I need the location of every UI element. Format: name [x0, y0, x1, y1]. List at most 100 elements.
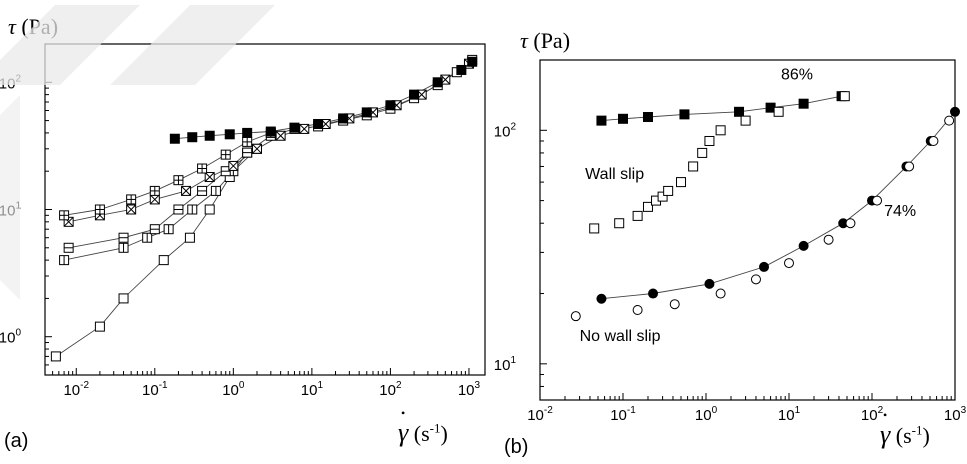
- y-tick-label-0: 100: [0, 328, 21, 347]
- point-2-2: [149, 224, 160, 235]
- point-1-4: [187, 204, 198, 215]
- point-3-8: [872, 195, 883, 206]
- point-3-7: [251, 143, 262, 154]
- point-0-5: [204, 204, 215, 215]
- x-tick-label-2: 100: [222, 380, 245, 399]
- xlabel-a-exp: -1: [429, 420, 441, 436]
- x-tick-label-1: 10-1: [142, 380, 168, 399]
- point-3-9: [299, 123, 310, 134]
- point-4-0: [59, 210, 70, 221]
- ylabel-b-symbol: τ: [520, 28, 528, 53]
- panel-label-a: (a): [4, 430, 29, 452]
- series-line-4: [64, 132, 271, 216]
- x-tick-label-3: 101: [301, 380, 324, 399]
- y-tick-label-0: 101: [494, 355, 517, 374]
- point-3-2: [126, 204, 137, 215]
- point-1-10: [704, 135, 715, 146]
- point-4-5: [197, 163, 208, 174]
- point-3-6: [228, 160, 239, 171]
- point-5-11: [409, 89, 420, 100]
- xlabel-a-symbol: γ: [398, 406, 408, 448]
- point-5-4: [242, 127, 253, 138]
- point-5-9: [361, 107, 372, 118]
- point-3-2: [669, 299, 680, 310]
- point-0-3: [158, 255, 169, 266]
- point-2-1: [648, 288, 659, 299]
- ylabel-b-unit: (Pa): [527, 28, 571, 53]
- point-4-7: [242, 136, 253, 147]
- point-2-3: [759, 261, 770, 272]
- point-0-0: [50, 351, 61, 362]
- point-3-15: [440, 74, 451, 85]
- point-2-4: [197, 185, 208, 196]
- point-5-7: [313, 119, 324, 130]
- x-tick-label-0: 10-2: [63, 380, 89, 399]
- point-2-4: [798, 240, 809, 251]
- point-1-2: [142, 232, 153, 243]
- point-4-4: [173, 175, 184, 186]
- point-2-0: [596, 293, 607, 304]
- point-3-4: [181, 185, 192, 196]
- xlabel-a: γ (s-1): [398, 406, 448, 448]
- point-3-9: [904, 161, 915, 172]
- chart-panel-0: 10-2 10-1 100 101 102 103 100 101 102: [0, 43, 486, 399]
- point-5-12: [432, 77, 443, 88]
- point-1-0: [59, 255, 70, 266]
- xlabel-b-symbol: γ: [880, 408, 890, 450]
- point-1-11: [715, 125, 726, 136]
- chart-panel-1: 10-2 10-1 100 101 102 103 101 102 86% Wall slip 74…: [494, 59, 967, 424]
- point-3-10: [928, 135, 939, 146]
- annotation-1: Wall slip: [585, 166, 644, 183]
- point-5-1: [187, 132, 198, 143]
- point-3-4: [750, 274, 761, 285]
- point-1-1: [118, 242, 129, 253]
- point-5-0: [169, 133, 180, 144]
- point-0-2: [642, 112, 653, 123]
- point-3-1: [632, 305, 643, 316]
- point-2-2: [704, 278, 715, 289]
- point-1-5: [657, 191, 668, 202]
- xlabel-a-unit: (s: [413, 421, 430, 446]
- ylabel-a-symbol: τ: [8, 14, 16, 39]
- point-5-14: [467, 56, 478, 67]
- point-0-3: [679, 109, 690, 120]
- xlabel-b-unit: (s: [895, 423, 912, 448]
- point-3-7: [845, 218, 856, 229]
- point-0-1: [94, 321, 105, 332]
- point-5-5: [265, 126, 276, 137]
- point-2-3: [173, 204, 184, 215]
- point-3-6: [823, 234, 834, 245]
- annotation-3: No wall slip: [580, 328, 661, 345]
- point-0-6: [798, 98, 809, 109]
- xlabel-b: γ (s-1): [880, 408, 930, 450]
- annotation-0: 86%: [781, 67, 813, 84]
- point-1-8: [688, 161, 699, 172]
- point-3-3: [149, 194, 160, 205]
- xlabel-b-exp: -1: [911, 422, 923, 438]
- point-1-7: [676, 177, 687, 188]
- point-1-14: [839, 91, 850, 102]
- point-1-1: [614, 218, 625, 229]
- plot-frame: [539, 59, 956, 401]
- point-1-5: [210, 185, 221, 196]
- point-5-8: [338, 113, 349, 124]
- point-5-6: [289, 122, 300, 133]
- y-tick-label-1: 102: [494, 121, 517, 140]
- x-tick-label-3: 101: [778, 405, 801, 424]
- y-tick-label-2: 102: [0, 73, 21, 92]
- point-1-9: [697, 147, 708, 158]
- point-2-6: [242, 147, 253, 158]
- point-1-13: [773, 106, 784, 117]
- point-5-10: [385, 100, 396, 111]
- xlabel-b-close: ): [922, 423, 930, 448]
- series-line-0: [55, 59, 473, 357]
- point-0-1: [618, 113, 628, 124]
- point-1-3: [642, 201, 653, 212]
- point-1-3: [163, 224, 174, 235]
- point-2-0: [63, 242, 74, 253]
- panel-label-b: (b): [504, 436, 529, 458]
- point-5-3: [224, 129, 235, 140]
- point-0-4: [734, 106, 745, 117]
- point-0-4: [184, 232, 195, 243]
